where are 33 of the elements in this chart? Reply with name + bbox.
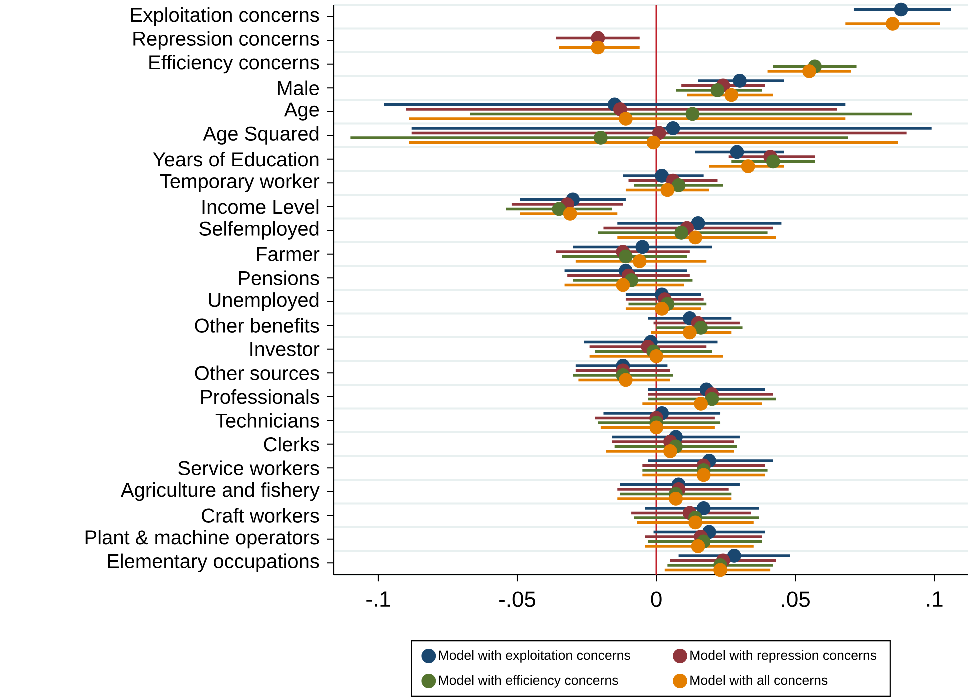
y-tick-label: Repression concerns (134, 31, 320, 50)
legend-label: Model with repression concerns (690, 650, 877, 663)
y-tick-label: Other sources (195, 366, 320, 380)
y-tick-label: Pensions (239, 270, 320, 286)
y-tick-label: Selfemployed (200, 221, 319, 240)
y-tick-label: Agriculture and fishery (121, 482, 320, 502)
y-tick-label: Income Level (202, 200, 319, 214)
y-tick-label: Farmer (257, 247, 320, 262)
y-tick-label: Efficiency concerns (150, 55, 320, 74)
x-tick-label: -.05 (500, 592, 536, 608)
y-tick-label: Professionals (202, 390, 320, 404)
y-tick-label: Craft workers (202, 508, 320, 523)
y-tick-label: Age (284, 102, 320, 121)
y-tick-label: Years of Education (153, 152, 319, 167)
legend-label: Model with all concerns (690, 675, 828, 686)
x-tick-label: 0 (651, 592, 662, 608)
y-tick-label: Clerks (264, 437, 320, 452)
y-tick-label: Other benefits (195, 318, 320, 333)
y-tick-label: Technicians (216, 413, 320, 428)
x-tick-label: -.1 (366, 592, 390, 607)
y-tick-label: Temporary worker (160, 174, 320, 192)
y-tick-label: Age Squared (203, 126, 319, 145)
legend-label: Model with exploitation concerns (439, 650, 630, 663)
legend-label: Model with efficiency concerns (439, 675, 618, 688)
y-tick-label: Service workers (178, 460, 320, 476)
x-tick-label: .05 (782, 592, 810, 608)
y-tick-label: Male (278, 80, 320, 96)
y-tick-label: Elementary occupations (108, 554, 320, 572)
y-tick-label: Plant & machine operators (86, 530, 320, 549)
x-tick-label: .1 (927, 592, 943, 607)
y-tick-label: Unemployed (209, 292, 319, 312)
y-tick-label: Exploitation concerns (131, 8, 320, 26)
y-tick-label: Investor (250, 342, 320, 356)
